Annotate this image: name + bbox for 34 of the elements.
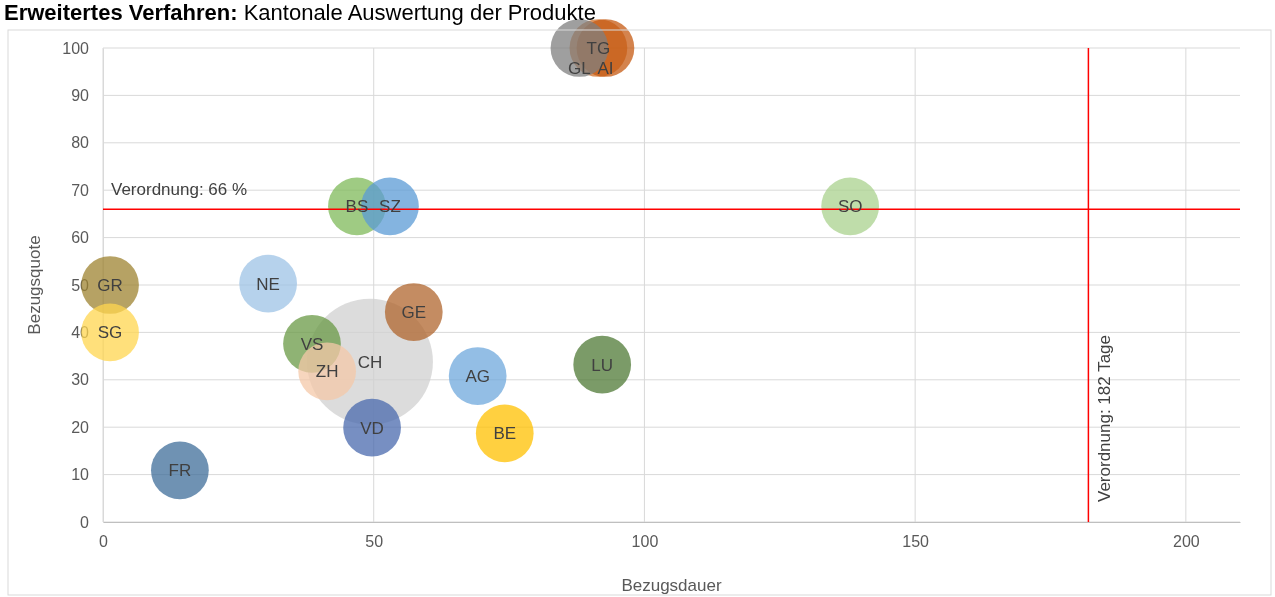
x-tick-label: 200 bbox=[1173, 533, 1200, 551]
x-axis-title: Bezugsdauer bbox=[621, 576, 722, 595]
y-tick-label: 30 bbox=[71, 371, 90, 389]
y-tick-label: 70 bbox=[71, 181, 90, 199]
series-label: VS bbox=[300, 334, 324, 354]
x-tick-label: 50 bbox=[365, 533, 384, 551]
x-tick-label: 150 bbox=[902, 533, 930, 551]
series-label: AI bbox=[597, 58, 614, 78]
series-label: TG bbox=[586, 38, 611, 58]
series-label: VD bbox=[360, 418, 384, 438]
ref-line-label: Verordnung: 182 Tage bbox=[1095, 335, 1115, 502]
y-tick-label: 0 bbox=[80, 513, 90, 531]
series-label: FR bbox=[168, 461, 192, 481]
y-tick-label: 60 bbox=[71, 229, 90, 247]
y-tick-label: 10 bbox=[71, 466, 90, 484]
y-tick-label: 80 bbox=[71, 134, 90, 152]
series-label: LU bbox=[591, 355, 614, 375]
x-tick-label: 0 bbox=[99, 533, 109, 551]
series-label: BE bbox=[493, 424, 517, 444]
y-tick-label: 100 bbox=[62, 39, 90, 57]
y-tick-label: 20 bbox=[71, 418, 90, 436]
series-label: AG bbox=[465, 366, 490, 386]
ref-line-label: Verordnung: 66 % bbox=[111, 180, 248, 200]
series-label: ZH bbox=[315, 362, 339, 382]
series-label: NE bbox=[256, 274, 280, 294]
series-label: GL bbox=[568, 58, 591, 78]
chart-title: Erweitertes Verfahren: Kantonale Auswertung der Produkte bbox=[4, 0, 596, 25]
series-label: GE bbox=[401, 302, 427, 322]
series-label: CH bbox=[357, 352, 383, 372]
series-label: GR bbox=[97, 275, 123, 295]
y-axis-title: Bezugsquote bbox=[25, 235, 44, 335]
x-tick-label: 100 bbox=[631, 533, 659, 551]
series-label: SG bbox=[97, 323, 123, 343]
y-tick-label: 90 bbox=[71, 87, 90, 105]
